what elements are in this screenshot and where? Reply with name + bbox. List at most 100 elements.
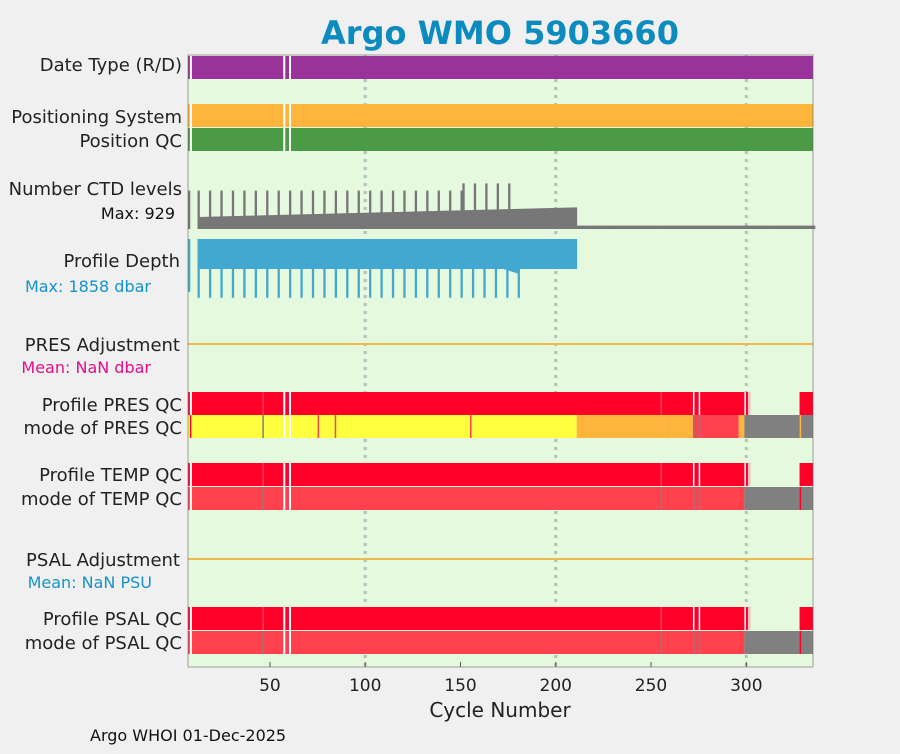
mode-pres-qc-mark-155 <box>470 415 472 438</box>
ctd-bar <box>757 225 761 229</box>
ctd-bar <box>540 208 543 229</box>
depth-bar <box>241 239 244 269</box>
depth-max-label: Max: 1858 dbar <box>25 277 151 296</box>
depth-bar <box>433 239 437 269</box>
ctd-bar <box>471 210 475 229</box>
depth-bar <box>517 239 520 298</box>
ctd-bar <box>256 215 259 229</box>
ctd-bar <box>226 216 229 229</box>
ctd-bar <box>445 210 448 229</box>
ctd-bar <box>487 209 490 229</box>
mode-pres-qc-mark-46 <box>262 415 264 438</box>
depth-bar <box>550 239 553 269</box>
row-label-date-type: Date Type (R/D) <box>40 55 182 76</box>
ctd-bar <box>793 225 797 229</box>
depth-bar <box>243 239 246 298</box>
depth-bar <box>521 239 524 269</box>
depth-bar <box>332 239 336 269</box>
ctd-bar <box>247 215 250 229</box>
depth-bar <box>443 239 446 269</box>
ctd-bar <box>795 225 799 229</box>
depth-bar <box>359 239 362 269</box>
ctd-bar <box>336 213 339 229</box>
ctd-bar <box>454 210 458 229</box>
ctd-bar <box>732 225 736 229</box>
depth-bar <box>298 239 301 269</box>
depth-bar <box>431 239 435 269</box>
ctd-bar <box>561 207 564 229</box>
depth-bar <box>500 239 503 269</box>
profile-pres-qc-gap-57 <box>283 392 286 415</box>
mode-pres-qc-mark-8 <box>189 415 192 438</box>
mode-pres-qc-segment <box>692 415 703 438</box>
ctd-bar <box>586 225 589 229</box>
row-label-positioning-system: Positioning System <box>11 107 182 128</box>
depth-bar <box>329 239 332 269</box>
depth-bar <box>346 239 349 298</box>
ctd-bar <box>517 208 520 229</box>
mode-pres-qc-gap-57 <box>283 415 286 438</box>
depth-bar <box>369 239 372 298</box>
profile-psal-qc-empty-range <box>750 607 800 630</box>
ctd-bar <box>376 212 379 229</box>
depth-bar <box>466 239 469 269</box>
profile-psal-qc-gap-60 <box>288 607 291 630</box>
depth-bar <box>534 239 538 269</box>
ctd-bar <box>271 215 275 229</box>
ctd-bar <box>464 210 467 229</box>
ctd-bar <box>325 213 328 229</box>
ctd-bar <box>416 211 419 229</box>
profile-pres-qc-mark-255 <box>660 392 663 415</box>
profile-temp-qc-tail-mark-328 <box>799 463 802 486</box>
mode-pres-qc-segment <box>702 415 739 438</box>
depth-bar <box>342 239 345 269</box>
depth-bar <box>323 239 326 298</box>
ctd-bar <box>511 209 515 229</box>
ctd-bar <box>803 225 806 229</box>
ctd-bar <box>330 213 334 229</box>
depth-bar <box>511 239 515 272</box>
depth-bar <box>483 239 486 298</box>
depth-bar <box>380 239 383 298</box>
depth-bar <box>199 239 202 269</box>
ctd-bar <box>668 225 671 229</box>
depth-bar <box>376 239 379 269</box>
ctd-bar <box>281 214 284 229</box>
profile-temp-qc-gap-8 <box>189 463 192 486</box>
ctd-bar <box>784 225 787 229</box>
profile-psal-qc-gap-57 <box>283 607 286 630</box>
depth-bar <box>239 239 242 269</box>
x-tick-label-200: 200 <box>540 676 572 696</box>
depth-bar <box>203 239 206 269</box>
depth-bar <box>557 239 560 269</box>
depth-bar <box>389 239 393 269</box>
ctd-bar <box>329 213 332 229</box>
ctd-bar <box>250 215 254 229</box>
ctd-bar <box>306 214 309 229</box>
mode-temp-qc-gap-60 <box>288 487 291 510</box>
ctd-bar <box>769 225 772 229</box>
ctd-bar <box>643 225 646 229</box>
positioning-system-gap-57 <box>283 104 286 127</box>
depth-bar <box>317 239 320 269</box>
depth-bar <box>473 239 477 269</box>
ctd-bar <box>496 183 499 229</box>
ctd-bar <box>323 190 326 229</box>
ctd-bar <box>776 225 780 229</box>
ctd-bar <box>550 208 553 229</box>
ctd-bar <box>264 215 267 229</box>
ctd-bar <box>393 212 397 229</box>
ctd-bar <box>687 225 690 229</box>
ctd-bar <box>319 213 322 229</box>
ctd-bar <box>683 225 686 229</box>
row-label-profile-psal-qc: Profile PSAL QC <box>43 609 182 630</box>
ctd-bar <box>694 225 698 229</box>
depth-bar <box>281 239 284 269</box>
ctd-bar <box>612 225 616 229</box>
depth-bar <box>551 239 555 269</box>
mode-psal-qc-mark-272 <box>692 631 695 654</box>
depth-bar <box>292 239 296 269</box>
ctd-bar <box>515 208 519 229</box>
ctd-bar <box>332 213 336 229</box>
